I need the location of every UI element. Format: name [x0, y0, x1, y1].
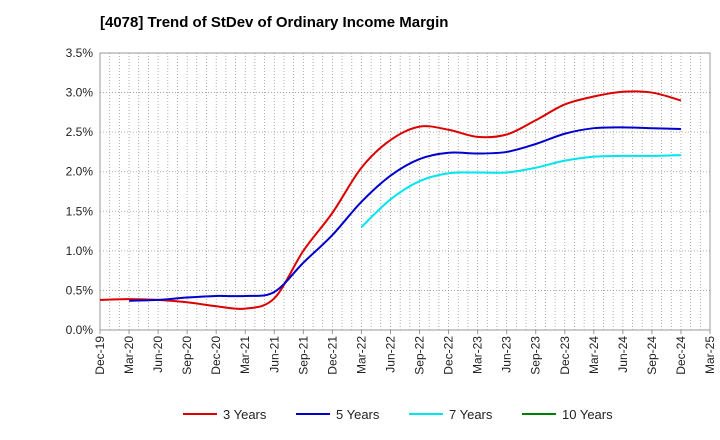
- y-tick-label: 0.0%: [66, 323, 94, 337]
- legend-label-10-years: 10 Years: [562, 407, 613, 422]
- y-tick-label: 2.0%: [66, 165, 94, 179]
- x-tick-label: Jun-23: [500, 336, 514, 373]
- y-tick-label: 1.5%: [66, 204, 94, 218]
- x-tick-label: Mar-21: [238, 336, 252, 374]
- x-tick-label: Jun-21: [267, 336, 281, 373]
- x-tick-label: Dec-22: [442, 336, 456, 375]
- legend-label-5-years: 5 Years: [336, 407, 380, 422]
- x-tick-label: Dec-20: [209, 336, 223, 375]
- legend-label-7-years: 7 Years: [449, 407, 493, 422]
- plot-area: [99, 52, 711, 331]
- x-tick-label: Jun-24: [616, 336, 630, 373]
- series-line-5-years: [129, 126, 681, 302]
- x-tick-label: Sep-24: [645, 336, 659, 375]
- x-tick-label: Sep-20: [180, 336, 194, 375]
- x-tick-label: Mar-22: [354, 336, 368, 374]
- x-tick-label: Jun-22: [383, 336, 397, 373]
- y-tick-label: 0.5%: [66, 283, 94, 297]
- y-tick-label: 1.0%: [66, 244, 94, 258]
- series-line-3-years: [99, 90, 682, 310]
- x-tick-label: Sep-23: [529, 336, 543, 375]
- series-line-7-years: [360, 154, 681, 228]
- x-tick-label: Sep-21: [296, 336, 310, 375]
- chart-title: [4078] Trend of StDev of Ordinary Income…: [100, 14, 449, 31]
- x-tick-label: Mar-20: [122, 336, 136, 374]
- x-tick-label: Dec-21: [325, 336, 339, 375]
- x-tick-label: Mar-23: [471, 336, 485, 374]
- y-tick-label: 2.5%: [66, 125, 94, 139]
- x-tick-label: Dec-24: [674, 336, 688, 375]
- legend-label-3-years: 3 Years: [223, 407, 267, 422]
- x-tick-label: Jun-20: [151, 336, 165, 373]
- x-tick-label: Dec-19: [93, 336, 107, 375]
- y-tick-label: 3.5%: [66, 46, 94, 60]
- y-tick-label: 3.0%: [66, 86, 94, 100]
- x-tick-label: Sep-22: [413, 336, 427, 375]
- x-tick-label: Mar-25: [703, 336, 717, 374]
- x-tick-label: Mar-24: [587, 336, 601, 374]
- x-tick-label: Dec-23: [558, 336, 572, 375]
